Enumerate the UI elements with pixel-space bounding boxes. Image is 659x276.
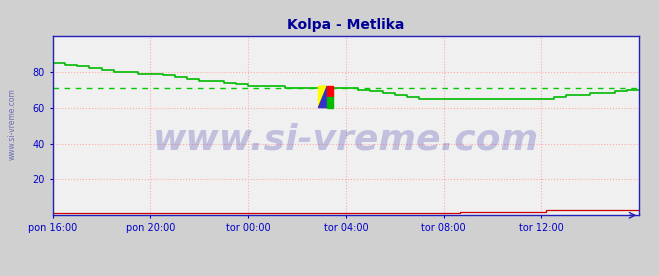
Polygon shape	[318, 86, 328, 108]
Bar	[328, 97, 333, 108]
Bar	[328, 86, 333, 97]
Title: Kolpa - Metlika: Kolpa - Metlika	[287, 18, 405, 32]
Polygon shape	[318, 86, 328, 108]
Text: www.si-vreme.com: www.si-vreme.com	[153, 123, 539, 157]
Text: www.si-vreme.com: www.si-vreme.com	[8, 88, 17, 160]
